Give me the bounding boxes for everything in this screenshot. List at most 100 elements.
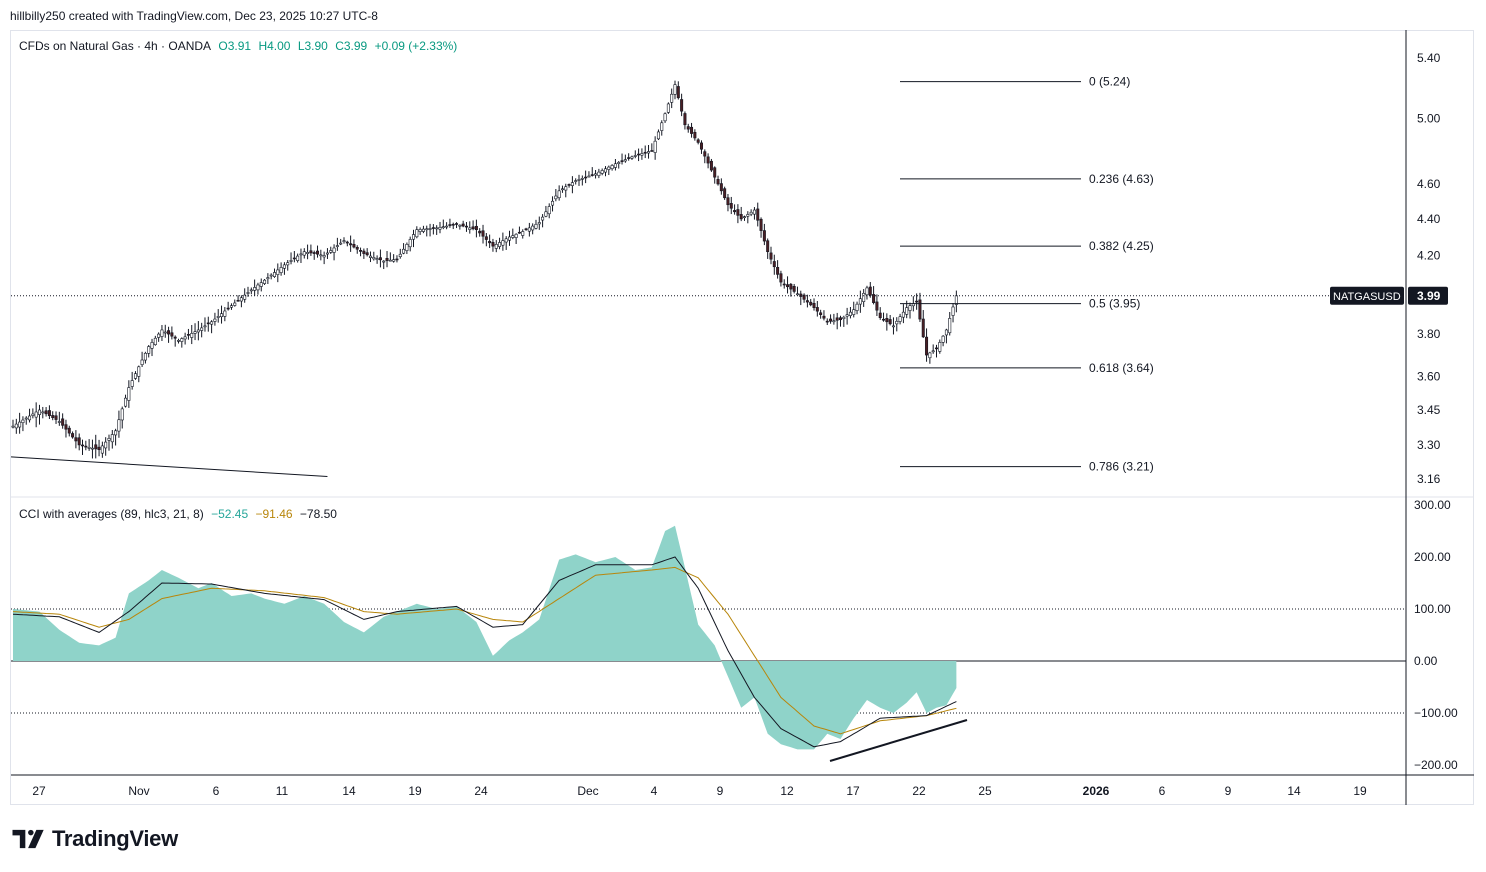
candle-down — [584, 176, 588, 179]
candle-down — [484, 236, 488, 240]
candle-up — [24, 417, 28, 420]
price-tag-label: 3.99 — [1417, 289, 1441, 303]
candle-up — [180, 338, 184, 342]
candle-down — [719, 183, 723, 192]
candle-up — [249, 289, 253, 292]
candle-down — [44, 410, 48, 415]
candle-up — [594, 173, 598, 176]
candle-up — [445, 225, 449, 228]
candle-down — [766, 240, 770, 253]
candle-down — [627, 157, 631, 159]
cci-indicator-name[interactable]: CCI with averages (89, hlc3, 21, 8) — [19, 507, 204, 521]
candle-up — [190, 333, 194, 338]
candle-up — [901, 311, 905, 318]
candle-down — [365, 252, 369, 256]
candle-down — [713, 167, 717, 178]
candle-up — [263, 279, 267, 284]
candle-down — [868, 286, 872, 296]
candle-down — [461, 223, 465, 227]
cci-axis-tick-label: 100.00 — [1414, 602, 1451, 616]
time-axis-tick-label: 27 — [32, 784, 46, 798]
candle-up — [203, 325, 207, 328]
candle-up — [368, 255, 372, 258]
candle-down — [167, 330, 171, 335]
candle-up — [521, 231, 525, 236]
candle-up — [200, 327, 204, 331]
ohlc-low: L3.90 — [297, 39, 328, 53]
candle-up — [124, 397, 128, 407]
candle-down — [723, 188, 727, 199]
candle-up — [11, 425, 15, 428]
candle-down — [921, 318, 925, 338]
candle-up — [272, 272, 276, 277]
candle-up — [342, 240, 346, 242]
candle-down — [934, 347, 938, 350]
candles-group — [11, 80, 958, 459]
candle-up — [332, 247, 336, 253]
candle-up — [253, 287, 257, 291]
ohlc-open: O3.91 — [218, 39, 252, 53]
candle-up — [577, 179, 581, 181]
candle-up — [31, 413, 35, 416]
candle-up — [501, 240, 505, 246]
price-axis-tick-label: 3.60 — [1417, 370, 1441, 384]
time-axis-tick-label: 11 — [276, 784, 289, 798]
time-axis-tick-label: 19 — [1353, 784, 1367, 798]
candle-down — [703, 151, 707, 157]
candle-up — [147, 346, 151, 354]
candle-up — [514, 233, 518, 238]
candle-up — [848, 311, 852, 316]
candle-up — [34, 411, 38, 418]
candle-up — [746, 214, 750, 217]
candle-down — [474, 225, 478, 230]
candle-up — [865, 287, 869, 296]
candle-down — [94, 444, 98, 450]
candle-up — [140, 359, 144, 365]
candle-down — [431, 227, 435, 229]
price-axis-tick-label: 4.60 — [1417, 177, 1441, 191]
candle-up — [580, 178, 584, 180]
candle-down — [925, 336, 929, 356]
candle-down — [316, 250, 320, 255]
candle-up — [557, 190, 561, 199]
candle-up — [196, 329, 200, 333]
candle-up — [104, 441, 108, 449]
candle-down — [799, 293, 803, 297]
candle-up — [28, 415, 32, 421]
symbol-tag-label: NATGASUSD — [1333, 291, 1401, 303]
candle-down — [686, 126, 690, 130]
price-tag — [1408, 286, 1448, 305]
candle-down — [786, 284, 790, 288]
candle-down — [699, 142, 703, 150]
candle-up — [425, 228, 429, 231]
candle-up — [256, 284, 260, 291]
candle-up — [319, 254, 323, 257]
symbol-label[interactable]: CFDs on Natural Gas · 4h · OANDA — [19, 39, 212, 53]
candle-down — [709, 160, 713, 171]
cci-axis-tick-label: −200.00 — [1414, 758, 1458, 772]
candle-up — [527, 227, 531, 232]
candle-down — [236, 299, 240, 302]
candle-down — [517, 231, 521, 234]
candle-down — [650, 150, 654, 152]
candle-down — [385, 257, 389, 261]
candle-down — [706, 156, 710, 164]
candle-up — [210, 321, 214, 325]
cci-axis-tick-label: −100.00 — [1414, 706, 1458, 720]
tradingview-brand[interactable]: TradingView — [12, 826, 178, 852]
tradingview-wordmark: TradingView — [52, 826, 178, 851]
candle-down — [524, 228, 528, 231]
candle-down — [809, 301, 813, 306]
candle-down — [716, 179, 720, 185]
candle-down — [835, 317, 839, 321]
candle-up — [752, 209, 756, 215]
candle-down — [789, 283, 793, 290]
cci-axis-tick-label: 300.00 — [1414, 498, 1451, 512]
candle-up — [858, 298, 862, 305]
fib-level-label: 0 (5.24) — [1089, 75, 1130, 89]
price-axis-tick-label: 3.16 — [1417, 472, 1441, 486]
candle-up — [296, 255, 300, 261]
candle-up — [133, 373, 137, 379]
candle-up — [100, 445, 104, 454]
